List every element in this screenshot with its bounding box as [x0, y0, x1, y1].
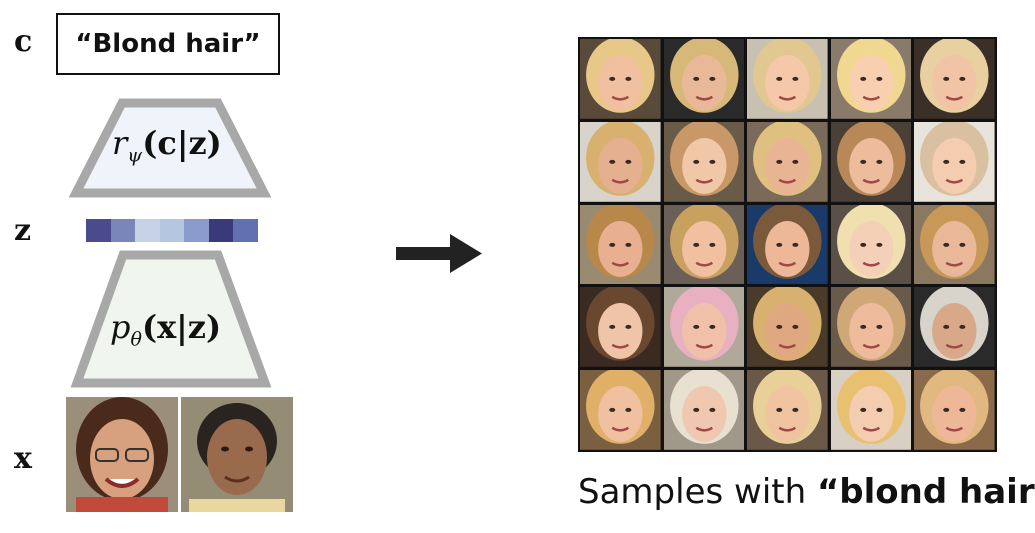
decoder-label: pθ(x|z)	[110, 308, 222, 351]
sample-face-image	[830, 204, 912, 285]
sample-face-image	[747, 39, 828, 119]
latent-vector	[86, 219, 258, 242]
latent-cell	[159, 219, 184, 242]
variable-x-label: x	[14, 441, 32, 476]
input-face-photo-2	[181, 397, 293, 512]
sample-face-image	[747, 370, 828, 450]
sample-face-image	[580, 121, 661, 202]
latent-cell	[184, 219, 209, 242]
sample-face-image	[580, 287, 661, 368]
sample-face-image	[914, 287, 995, 368]
sample-face-image	[663, 121, 745, 202]
variable-z-label: z	[14, 213, 32, 248]
latent-cell	[135, 219, 160, 242]
sample-face-image	[580, 39, 661, 119]
sample-face-image	[663, 204, 745, 285]
sample-face-image	[830, 121, 912, 202]
sample-face-image	[830, 370, 912, 450]
network-trapezoids	[68, 98, 272, 388]
condition-box: “Blond hair”	[56, 13, 280, 75]
condition-text: “Blond hair”	[75, 29, 261, 59]
sample-face-image	[747, 121, 828, 202]
sample-face-image	[914, 121, 995, 202]
sample-face-image	[663, 370, 745, 450]
sample-grid	[578, 37, 997, 452]
sample-face-image	[580, 204, 661, 285]
sample-face-image	[747, 287, 828, 368]
sample-face-image	[830, 287, 912, 368]
right-arrow-icon	[396, 234, 482, 273]
encoder-trapezoid	[68, 98, 272, 198]
input-face-photo-1	[66, 397, 178, 512]
decoder-trapezoid	[70, 250, 272, 388]
encoder-label: rψ(c|z)	[112, 124, 222, 167]
latent-cell	[233, 219, 258, 242]
latent-cell	[86, 219, 111, 242]
latent-cell	[208, 219, 233, 242]
sample-face-image	[663, 39, 745, 119]
variable-c-label: c	[14, 24, 33, 59]
samples-caption: Samples with “blond hair”	[578, 472, 1035, 512]
sample-face-image	[580, 370, 661, 450]
sample-face-image	[914, 204, 995, 285]
sample-face-image	[663, 287, 745, 368]
sample-face-image	[747, 204, 828, 285]
sample-face-image	[914, 39, 995, 119]
sample-face-image	[830, 39, 912, 119]
latent-cell	[110, 219, 135, 242]
sample-face-image	[914, 370, 995, 450]
